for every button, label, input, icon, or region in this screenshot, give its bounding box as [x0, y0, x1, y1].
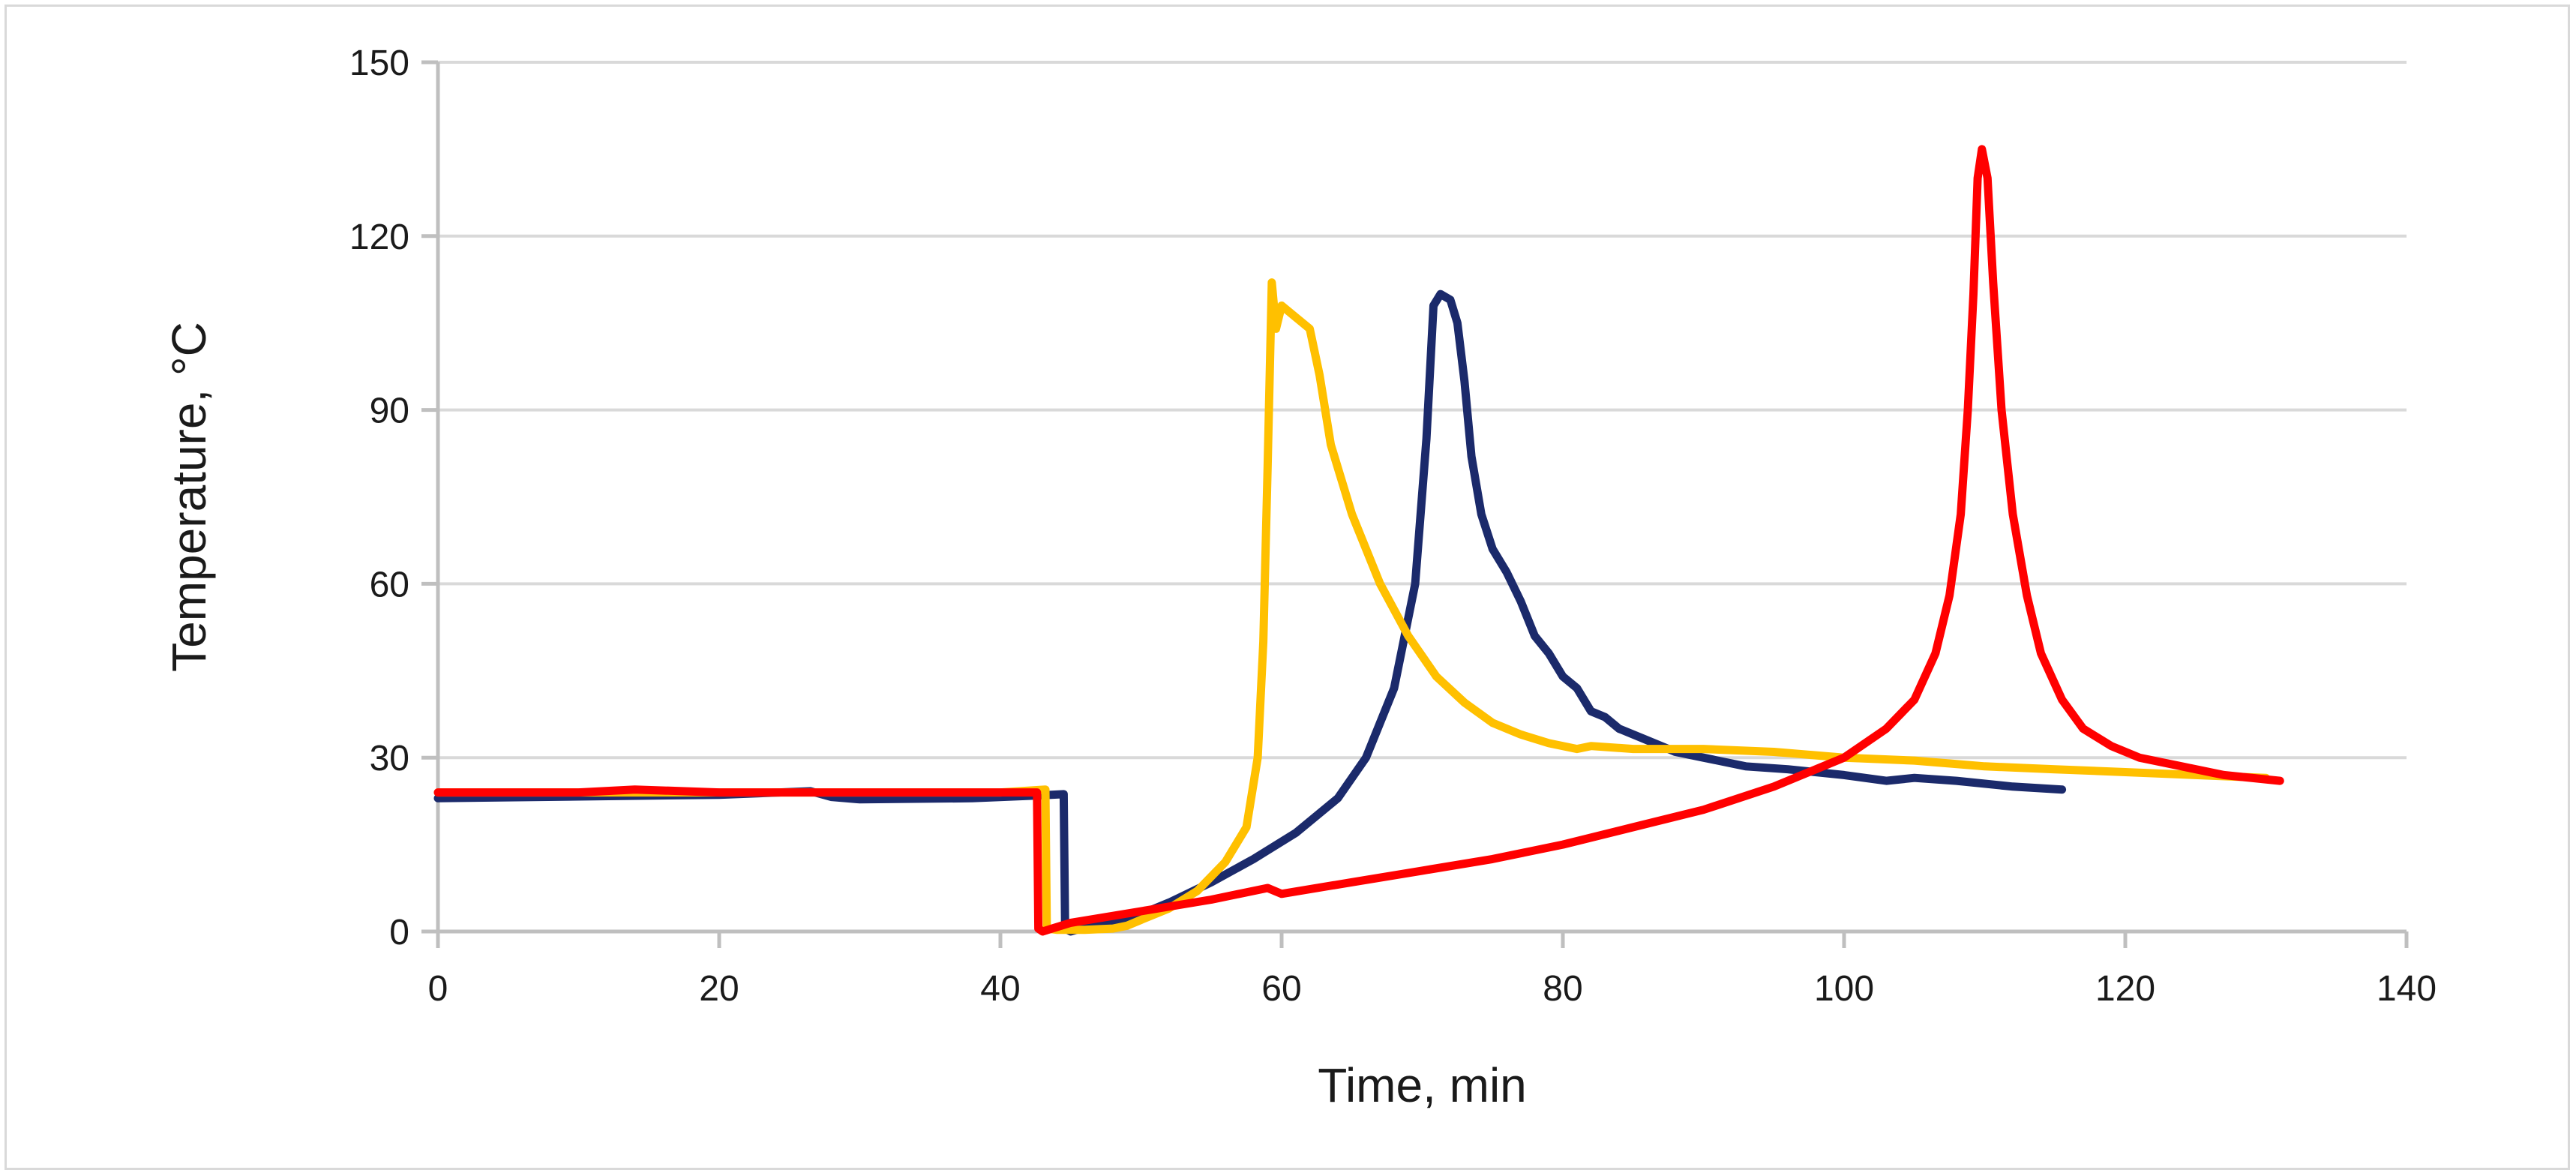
y-tick-label: 120: [349, 218, 409, 257]
y-tick-label: 150: [349, 44, 409, 83]
x-tick-label: 20: [699, 969, 739, 1009]
series-line-3: [433, 145, 2284, 936]
x-tick-label: 140: [2377, 969, 2437, 1009]
series-line-2: [433, 278, 2270, 934]
x-tick-label: 100: [1814, 969, 1874, 1009]
y-tick-label: 0: [389, 913, 409, 952]
x-tick-label: 0: [428, 969, 448, 1009]
chart-frame: 0 30 60 90 120 150 0 20 40 60 80 100 120 140 Time, mi…: [4, 4, 2570, 1170]
tick-labels: 0 30 60 90 120 150 0 20 40 60 80 100 120 140: [349, 44, 2437, 1009]
gridlines: [438, 61, 2407, 760]
axes: [421, 60, 2409, 948]
x-tick-label: 80: [1543, 969, 1582, 1009]
x-tick-label: 60: [1261, 969, 1301, 1009]
y-tick-label: 90: [370, 392, 409, 431]
y-tick-label: 30: [370, 739, 409, 778]
y-tick-label: 60: [370, 565, 409, 604]
data-series: [433, 145, 2284, 936]
x-tick-label: 120: [2095, 969, 2155, 1009]
series-line-1: [433, 290, 2067, 936]
x-axis-title: Time, min: [1318, 1058, 1527, 1112]
line-chart: 0 30 60 90 120 150 0 20 40 60 80 100 120 140 Time, mi…: [162, 44, 2437, 1112]
y-axis-title: Temperature, °C: [162, 322, 216, 672]
x-tick-label: 40: [980, 969, 1020, 1009]
